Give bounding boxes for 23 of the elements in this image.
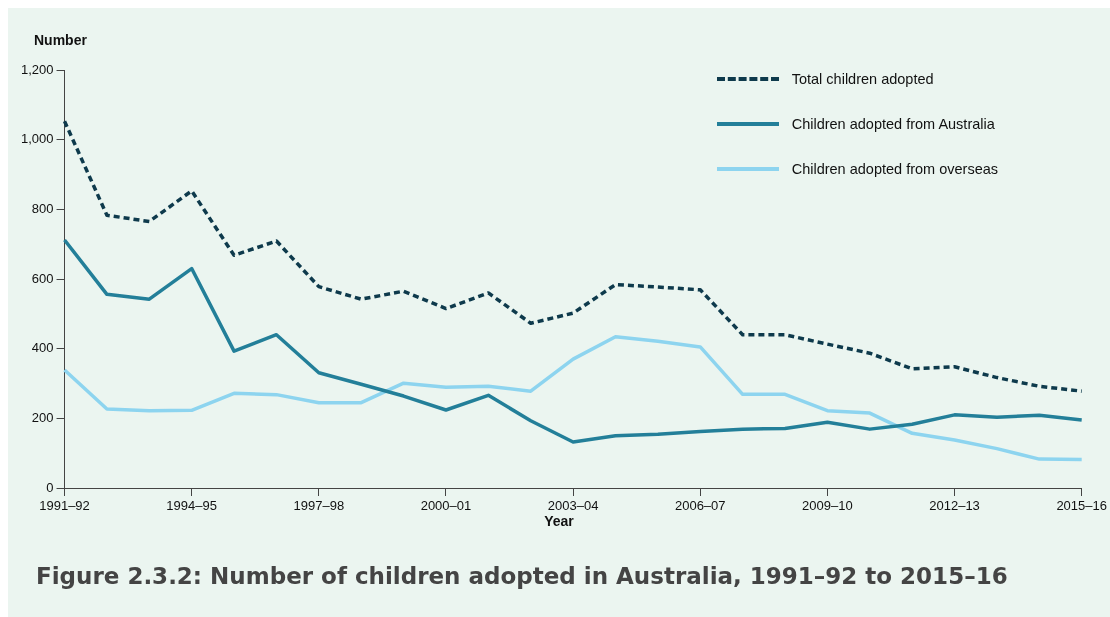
y-axis-title: Number	[34, 32, 87, 48]
y-tick-label: 1,200	[20, 61, 54, 77]
x-tick-label: 2015–16	[1056, 498, 1108, 514]
x-tick-label: 1991–92	[39, 498, 90, 514]
y-tick-label: 200	[31, 409, 54, 425]
y-tick-label: 400	[31, 340, 54, 356]
x-axis-title: Year	[543, 513, 575, 529]
y-tick-label: 600	[31, 270, 54, 286]
legend-label: Children adopted from overseas	[791, 160, 999, 177]
line-series	[62, 119, 1084, 393]
x-tick-label: 1997–98	[293, 498, 345, 514]
y-tick-label: 0	[46, 479, 54, 495]
text: Figure 2.3.2: Number of children adopted in Australia, 1991–92 to 2015–16	[36, 563, 1008, 589]
x-tick-label: 2009–10	[802, 498, 853, 514]
x-tick-label: 1994–95	[166, 498, 217, 514]
x-tick-label: 2000–01	[420, 498, 472, 514]
y-tick-label: 1,000	[20, 131, 54, 147]
x-tick-label: 2006–07	[674, 498, 726, 514]
x-tick-label: 2012–13	[929, 498, 980, 514]
x-tick-label: 2003–04	[547, 498, 599, 514]
legend-label: Total children adopted	[791, 70, 934, 87]
legend-label: Children adopted from Australia	[791, 115, 995, 132]
y-tick-label: 800	[31, 200, 54, 216]
